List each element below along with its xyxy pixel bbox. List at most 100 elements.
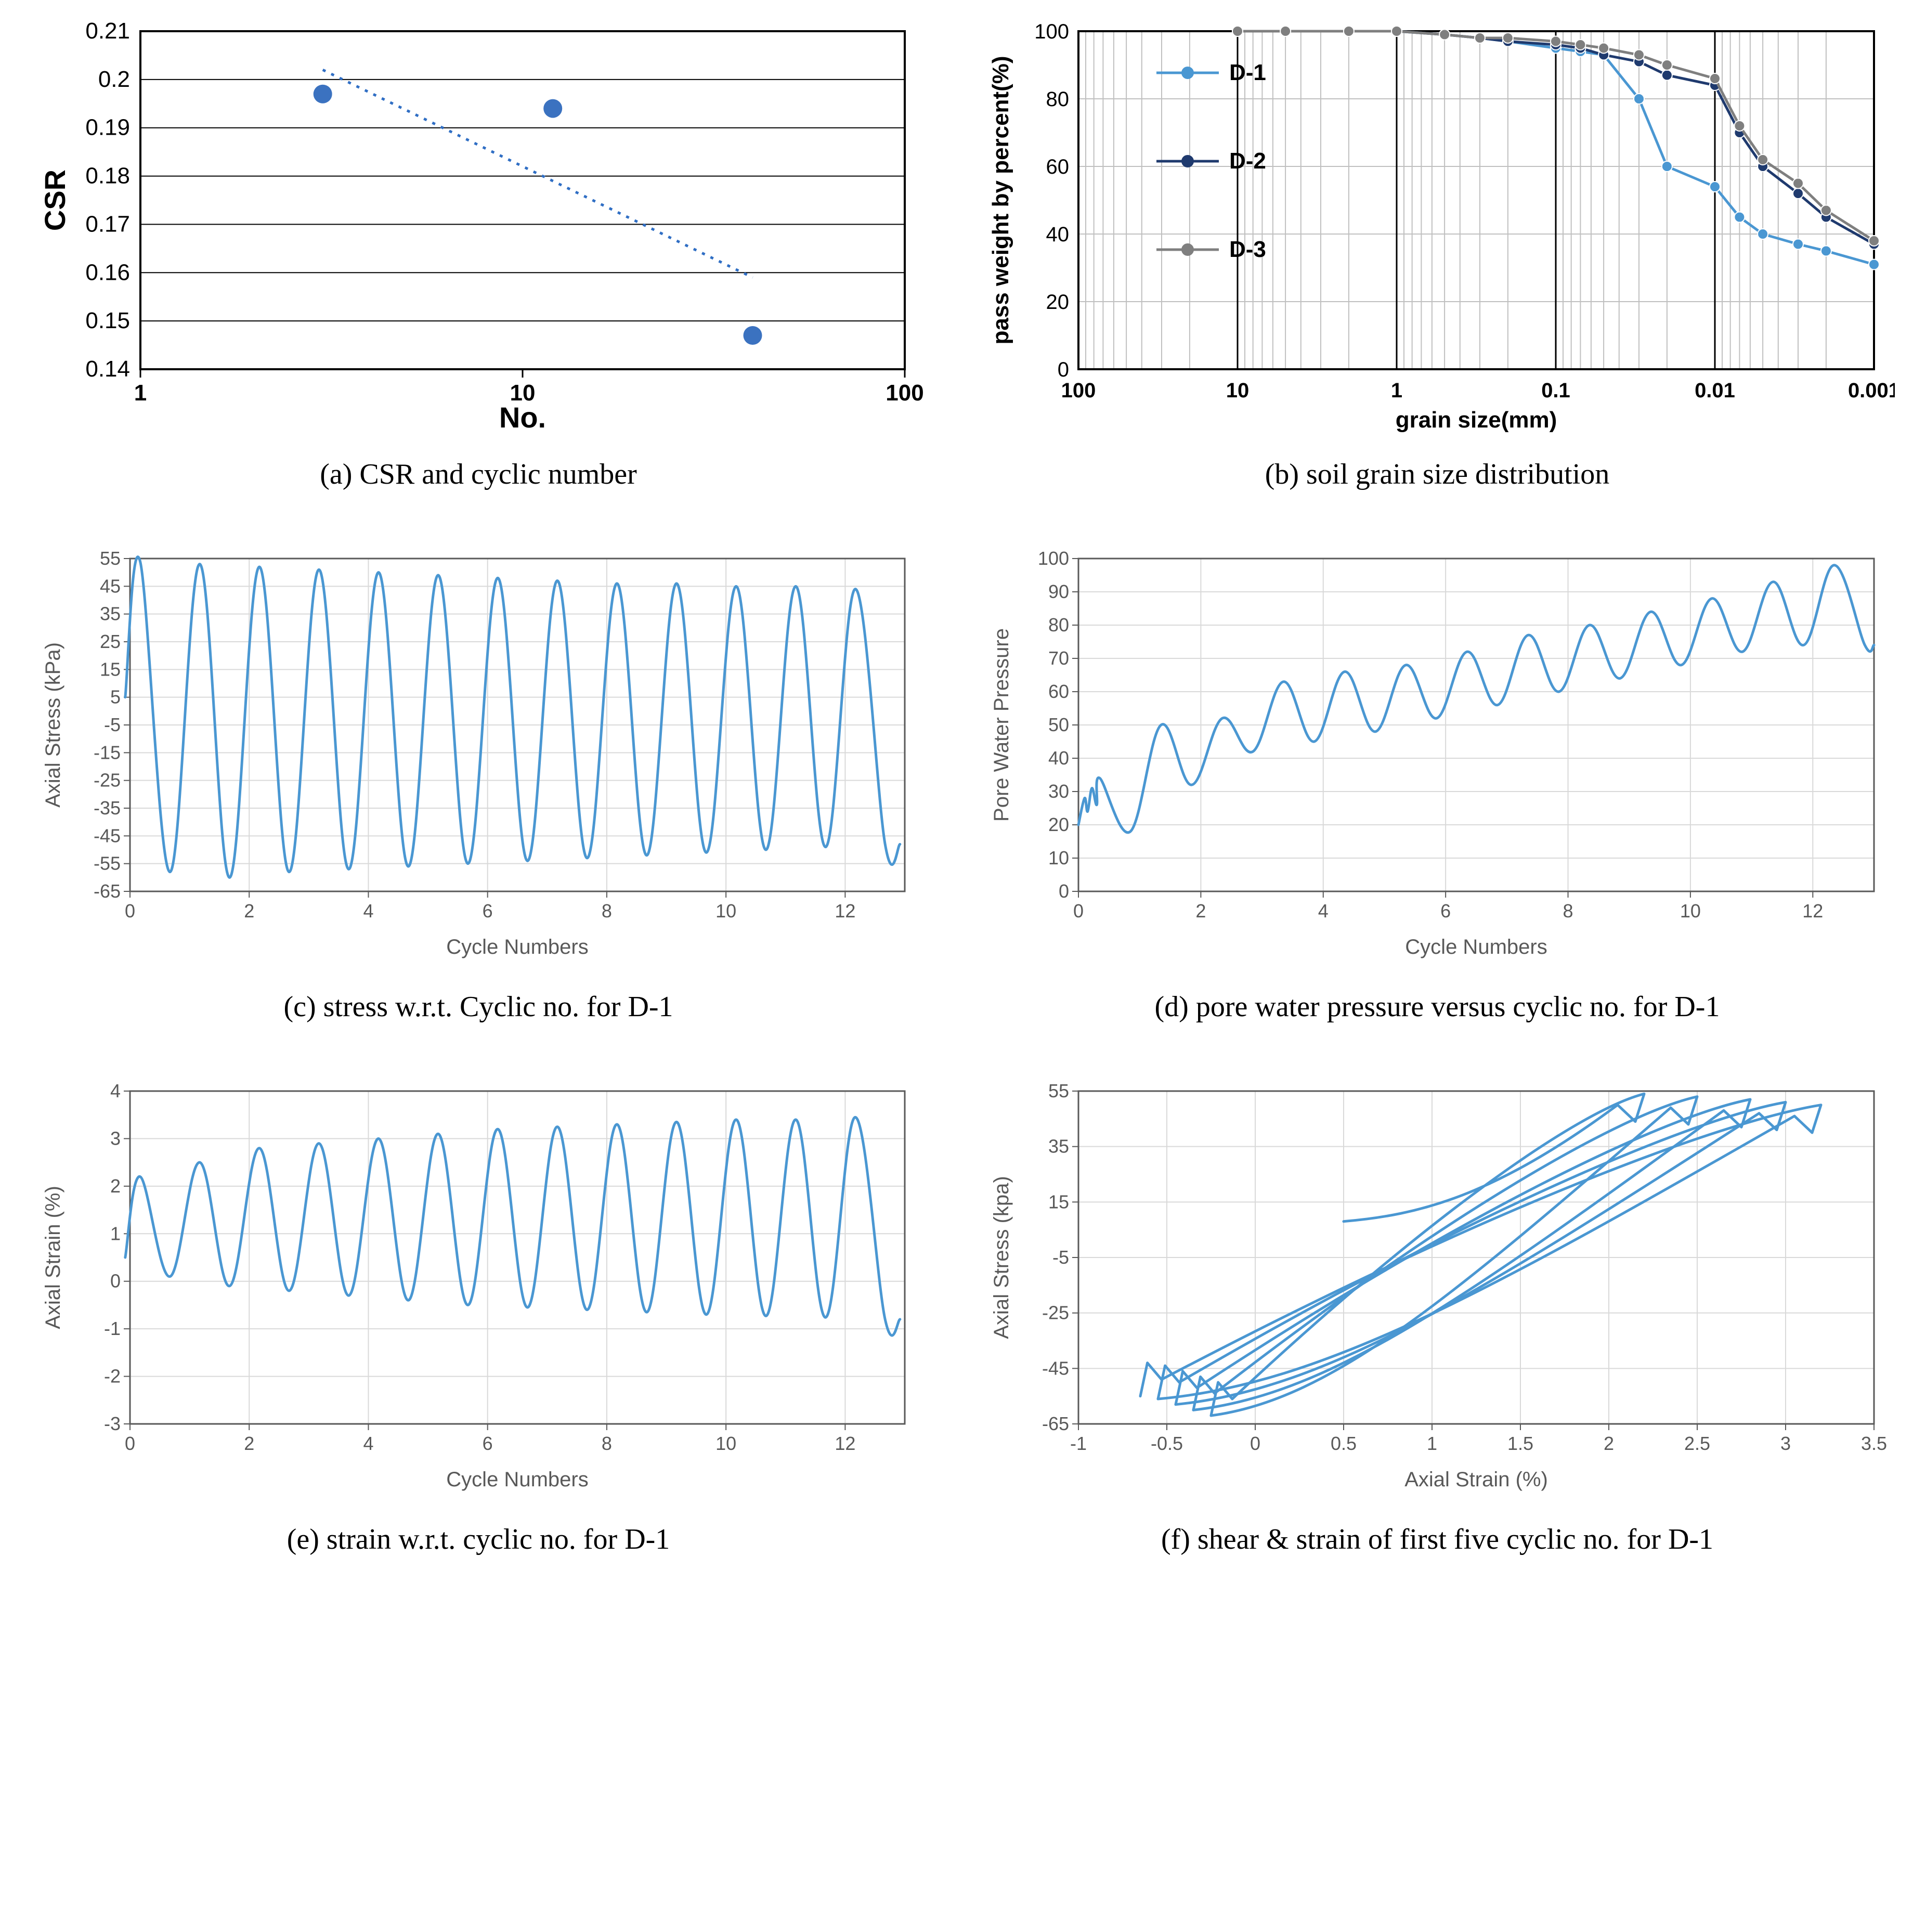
svg-text:Axial Stress (kpa): Axial Stress (kpa) [990,1176,1013,1339]
caption-f: (f) shear & strain of first five cyclic … [1161,1523,1713,1556]
svg-text:12: 12 [1802,900,1823,922]
svg-text:Cycle Numbers: Cycle Numbers [446,1468,588,1491]
svg-text:6: 6 [1440,900,1451,922]
cell-a: 0.140.150.160.170.180.190.20.21110100No.… [31,21,926,533]
svg-text:0.001: 0.001 [1848,379,1895,402]
svg-text:80: 80 [1048,614,1069,636]
cell-d: 010203040506070809010002468101214Cycle N… [980,543,1895,1065]
svg-text:70: 70 [1048,647,1069,669]
svg-text:12: 12 [835,1433,855,1454]
svg-text:-45: -45 [1042,1357,1069,1379]
svg-text:55: 55 [100,548,121,569]
svg-text:D-3: D-3 [1229,237,1266,262]
svg-text:No.: No. [499,401,546,434]
svg-text:0: 0 [1073,900,1084,922]
svg-text:0: 0 [125,900,135,922]
svg-text:20: 20 [1046,291,1070,314]
svg-text:Axial Stress (kPa): Axial Stress (kPa) [42,642,64,808]
svg-text:0.16: 0.16 [85,260,130,285]
svg-text:15: 15 [100,658,121,680]
caption-d: (d) pore water pressure versus cyclic no… [1155,990,1720,1023]
chart-e: -3-2-10123402468101214Cycle NumbersAxial… [31,1075,926,1502]
row-ab: 0.140.150.160.170.180.190.20.21110100No.… [31,21,1895,533]
svg-text:0: 0 [125,1433,135,1454]
svg-text:-55: -55 [94,853,121,874]
svg-text:2: 2 [244,1433,254,1454]
svg-text:-65: -65 [1042,1413,1069,1434]
svg-text:100: 100 [886,380,923,406]
svg-text:0.01: 0.01 [1695,379,1735,402]
svg-text:10: 10 [1680,900,1701,922]
svg-text:6: 6 [483,1433,493,1454]
row-ef: -3-2-10123402468101214Cycle NumbersAxial… [31,1075,1895,1598]
svg-text:55: 55 [1048,1080,1069,1101]
svg-text:-35: -35 [94,797,121,819]
svg-text:45: 45 [100,575,121,597]
svg-text:10: 10 [1226,379,1250,402]
svg-text:100: 100 [1038,548,1069,569]
svg-text:35: 35 [1048,1136,1069,1157]
svg-text:10: 10 [715,900,736,922]
svg-text:0.18: 0.18 [85,163,130,189]
svg-text:4: 4 [1318,900,1329,922]
chart-d: 010203040506070809010002468101214Cycle N… [980,543,1895,969]
svg-text:50: 50 [1048,714,1069,735]
svg-text:0.2: 0.2 [98,67,130,92]
svg-text:-25: -25 [1042,1302,1069,1324]
svg-text:-65: -65 [94,880,121,902]
svg-text:40: 40 [1046,223,1070,246]
caption-a: (a) CSR and cyclic number [320,458,637,491]
svg-text:-1: -1 [104,1318,121,1339]
svg-text:Cycle Numbers: Cycle Numbers [1405,936,1547,958]
row-cd: -65-55-45-35-25-15-551525354555024681012… [31,543,1895,1065]
caption-c: (c) stress w.r.t. Cyclic no. for D-1 [283,990,673,1023]
svg-text:-25: -25 [94,770,121,791]
svg-text:2: 2 [1604,1433,1614,1454]
svg-text:25: 25 [100,631,121,652]
chart-a: 0.140.150.160.170.180.190.20.21110100No.… [31,21,926,437]
svg-text:0: 0 [1059,880,1069,902]
svg-text:2: 2 [110,1175,121,1197]
svg-text:-45: -45 [94,825,121,846]
svg-text:D-2: D-2 [1229,148,1266,174]
svg-text:0.17: 0.17 [85,211,130,237]
svg-text:3: 3 [110,1127,121,1149]
svg-text:1: 1 [110,1223,121,1244]
svg-text:20: 20 [1048,814,1069,835]
svg-text:35: 35 [100,603,121,625]
svg-text:10: 10 [1048,847,1069,868]
svg-text:-1: -1 [1070,1433,1087,1454]
caption-b: (b) soil grain size distribution [1265,458,1610,491]
svg-text:5: 5 [110,686,121,708]
svg-text:-5: -5 [104,714,121,735]
svg-text:Axial Strain (%): Axial Strain (%) [1404,1468,1548,1491]
svg-text:0.21: 0.21 [85,21,130,44]
svg-text:0.14: 0.14 [85,356,130,382]
svg-text:-2: -2 [104,1366,121,1387]
svg-text:30: 30 [1048,781,1069,802]
svg-text:100: 100 [1034,21,1069,43]
svg-text:2: 2 [1195,900,1206,922]
svg-text:40: 40 [1048,747,1069,769]
svg-text:CSR: CSR [38,170,71,231]
svg-text:60: 60 [1048,681,1069,702]
svg-text:-5: -5 [1052,1247,1069,1268]
svg-text:D-1: D-1 [1229,60,1266,85]
svg-text:3.5: 3.5 [1861,1433,1887,1454]
svg-text:2: 2 [244,900,254,922]
svg-text:8: 8 [602,900,612,922]
svg-text:0: 0 [110,1270,121,1292]
svg-text:-3: -3 [104,1413,121,1434]
svg-text:80: 80 [1046,88,1070,111]
svg-text:60: 60 [1046,155,1070,178]
cell-e: -3-2-10123402468101214Cycle NumbersAxial… [31,1075,926,1598]
chart-b: 0204060801001001010.10.010.001D-1D-2D-3g… [980,21,1895,437]
svg-text:grain size(mm): grain size(mm) [1396,407,1557,433]
cell-b: 0204060801001001010.10.010.001D-1D-2D-3g… [980,21,1895,533]
chart-f: -65-45-25-5153555-1-0.500.511.522.533.5A… [980,1075,1895,1502]
svg-text:0: 0 [1250,1433,1260,1454]
svg-text:90: 90 [1048,581,1069,602]
svg-text:3: 3 [1780,1433,1791,1454]
svg-text:0: 0 [1058,358,1069,381]
svg-text:4: 4 [363,900,373,922]
